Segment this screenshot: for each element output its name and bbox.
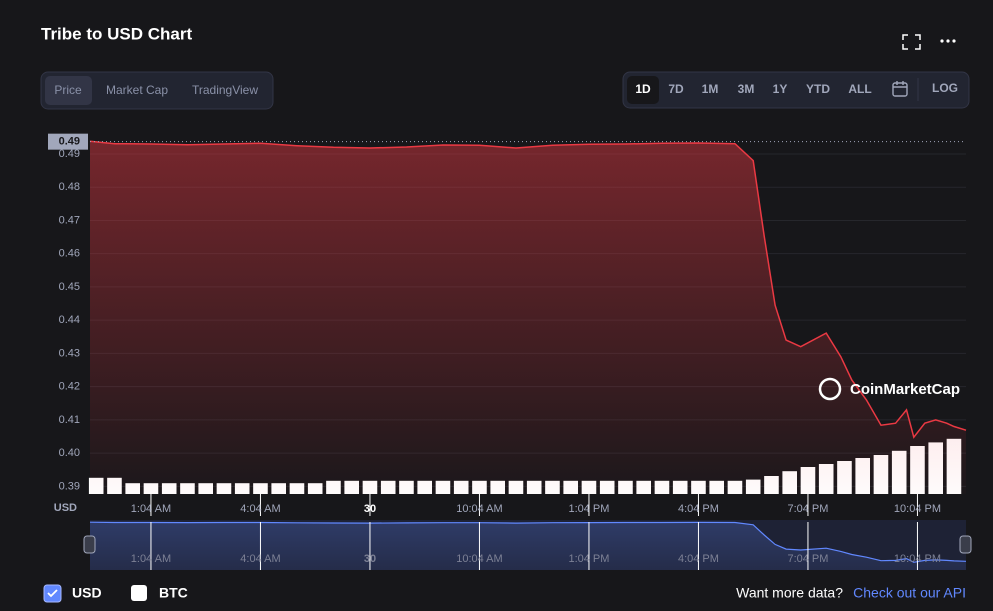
icon: [902, 34, 921, 50]
navigator-handle: [959, 535, 972, 554]
dot: [952, 39, 956, 43]
range-button[interactable]: YTD: [806, 82, 830, 96]
fullscreen-icon[interactable]: [902, 34, 921, 50]
tab-group: [40, 71, 274, 110]
legend-label: USD: [72, 585, 102, 601]
y-tick-label: 0.46: [59, 248, 80, 260]
x-tick-label: 4:04 AM: [240, 503, 280, 515]
range-active: [627, 76, 659, 104]
log-button[interactable]: LOG: [932, 81, 958, 95]
y-tick-label: 0.48: [59, 181, 80, 193]
tab[interactable]: Price: [54, 83, 82, 97]
x-tick-label: 10:04 AM: [456, 503, 502, 515]
tab[interactable]: Market Cap: [106, 83, 168, 97]
range-button[interactable]: 1Y: [773, 82, 788, 96]
navigator-tick-label: 7:04 PM: [787, 553, 828, 565]
x-tick-label: 1:04 PM: [568, 503, 609, 515]
range-button[interactable]: 1M: [702, 82, 719, 96]
icon: [892, 82, 908, 97]
navigator-handle: [83, 535, 96, 554]
more-icon[interactable]: [940, 39, 956, 43]
area-fill: [90, 141, 966, 495]
navigator-tick-label: 1:04 AM: [131, 553, 171, 565]
plot: 0.39 0.40 0.41 0.42 0.43 0.44 0.45 0.46 0.47 0.48…: [48, 133, 972, 570]
y-tick-label: 0.39: [59, 480, 80, 492]
legend-checkbox[interactable]: [131, 585, 147, 601]
footer-text: Want more data?: [736, 585, 843, 601]
navigator-tick-label: 1:04 PM: [568, 553, 609, 565]
navigator-tick-label: 30: [364, 553, 376, 565]
x-tick-label: 7:04 PM: [787, 503, 828, 515]
navigator-tick-label: 4:04 PM: [678, 553, 719, 565]
navigator-line: [89, 521, 967, 563]
y-tick-label: 0.47: [59, 214, 80, 226]
check: [47, 589, 58, 598]
chart-title: Tribe to USD Chart: [41, 24, 192, 43]
reference-badge: [48, 133, 88, 150]
range-button[interactable]: 7D: [668, 82, 684, 96]
x-tick-label: 1:04 AM: [131, 503, 171, 515]
y-tick-label: 0.42: [59, 381, 80, 393]
dot: [946, 39, 950, 43]
navigator-tick-label: 10:04 AM: [456, 553, 502, 565]
api-link[interactable]: Check out our API: [853, 585, 966, 601]
y-axis-label: USD: [54, 502, 77, 514]
range-button[interactable]: 3M: [738, 82, 755, 96]
price-line: [89, 140, 967, 439]
y-tick-label: 0.44: [59, 314, 80, 326]
range-group: [622, 71, 970, 109]
y-tick-label: 0.40: [59, 447, 80, 459]
navigator-tick-label: 4:04 AM: [240, 553, 280, 565]
icon: [893, 81, 907, 88]
x-tick-label: 4:04 PM: [678, 503, 719, 515]
range-button[interactable]: ALL: [848, 82, 871, 96]
calendar-icon[interactable]: [892, 81, 908, 97]
y-tick-label: 0.45: [59, 281, 80, 293]
tab[interactable]: TradingView: [192, 83, 258, 97]
y-tick-label: 0.41: [59, 414, 80, 426]
tab-active: [45, 76, 92, 105]
navigator-area: [90, 522, 966, 570]
dot: [940, 39, 944, 43]
x-tick-label: 10:04 PM: [894, 503, 941, 515]
x-tick-label: 30: [364, 503, 376, 515]
y-tick-label: 0.43: [59, 347, 80, 359]
reference-label: 0.49: [59, 136, 80, 148]
range-buttons: 1D 7D 1M 3M 1Y YTD ALL LOG: [635, 81, 958, 96]
range-button[interactable]: 1D: [635, 82, 651, 96]
legend-label: BTC: [159, 585, 188, 601]
watermark: CoinMarketCap: [850, 381, 960, 398]
y-tick-label: 0.49: [59, 148, 80, 160]
navigator-tick-label: 10:04 PM: [894, 553, 941, 565]
watermark-logo: [818, 377, 842, 401]
